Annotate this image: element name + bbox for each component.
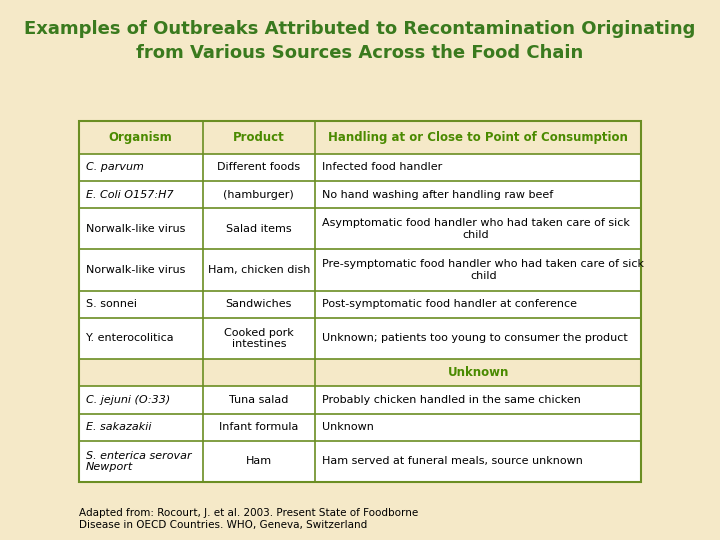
Text: C. jejuni (O:33): C. jejuni (O:33) bbox=[86, 395, 170, 405]
Text: Asymptomatic food handler who had taken care of sick
child: Asymptomatic food handler who had taken … bbox=[322, 218, 630, 240]
Text: Ham: Ham bbox=[246, 456, 272, 467]
Text: S. sonnei: S. sonnei bbox=[86, 299, 137, 309]
Polygon shape bbox=[78, 359, 642, 386]
Polygon shape bbox=[78, 386, 642, 414]
Text: Handling at or Close to Point of Consumption: Handling at or Close to Point of Consump… bbox=[328, 131, 628, 144]
Text: Product: Product bbox=[233, 131, 284, 144]
Text: E. sakazakii: E. sakazakii bbox=[86, 422, 151, 432]
Polygon shape bbox=[78, 318, 642, 359]
Polygon shape bbox=[78, 441, 642, 482]
Polygon shape bbox=[78, 154, 642, 181]
Text: Probably chicken handled in the same chicken: Probably chicken handled in the same chi… bbox=[322, 395, 581, 405]
Text: Sandwiches: Sandwiches bbox=[225, 299, 292, 309]
Text: Tuna salad: Tuna salad bbox=[229, 395, 289, 405]
Text: S. enterica serovar
Newport: S. enterica serovar Newport bbox=[86, 450, 192, 472]
Text: Salad items: Salad items bbox=[226, 224, 292, 234]
Text: Cooked pork
intestines: Cooked pork intestines bbox=[224, 328, 294, 349]
Polygon shape bbox=[78, 181, 642, 208]
Text: C. parvum: C. parvum bbox=[86, 163, 144, 172]
Text: (hamburger): (hamburger) bbox=[223, 190, 294, 200]
Text: Unknown; patients too young to consumer the product: Unknown; patients too young to consumer … bbox=[322, 333, 628, 343]
Text: Infected food handler: Infected food handler bbox=[322, 163, 442, 172]
Text: Unknown: Unknown bbox=[447, 366, 509, 379]
Text: Infant formula: Infant formula bbox=[219, 422, 299, 432]
Polygon shape bbox=[78, 121, 642, 154]
Text: Pre-symptomatic food handler who had taken care of sick
child: Pre-symptomatic food handler who had tak… bbox=[322, 259, 644, 281]
Polygon shape bbox=[78, 291, 642, 318]
Text: Norwalk-like virus: Norwalk-like virus bbox=[86, 224, 185, 234]
Text: E. Coli O157:H7: E. Coli O157:H7 bbox=[86, 190, 174, 200]
Text: Post-symptomatic food handler at conference: Post-symptomatic food handler at confere… bbox=[322, 299, 577, 309]
Text: Norwalk-like virus: Norwalk-like virus bbox=[86, 265, 185, 275]
Text: No hand washing after handling raw beef: No hand washing after handling raw beef bbox=[322, 190, 554, 200]
Text: Examples of Outbreaks Attributed to Recontamination Originating
from Various Sou: Examples of Outbreaks Attributed to Reco… bbox=[24, 20, 696, 62]
Text: Different foods: Different foods bbox=[217, 163, 300, 172]
Text: Y. enterocolitica: Y. enterocolitica bbox=[86, 333, 174, 343]
Polygon shape bbox=[78, 208, 642, 249]
Text: Ham, chicken dish: Ham, chicken dish bbox=[207, 265, 310, 275]
Polygon shape bbox=[78, 249, 642, 291]
Text: Unknown: Unknown bbox=[322, 422, 374, 432]
Text: Ham served at funeral meals, source unknown: Ham served at funeral meals, source unkn… bbox=[322, 456, 583, 467]
Text: Adapted from: Rocourt, J. et al. 2003. Present State of Foodborne
Disease in OEC: Adapted from: Rocourt, J. et al. 2003. P… bbox=[78, 509, 418, 530]
Text: Organism: Organism bbox=[109, 131, 173, 144]
Polygon shape bbox=[78, 414, 642, 441]
